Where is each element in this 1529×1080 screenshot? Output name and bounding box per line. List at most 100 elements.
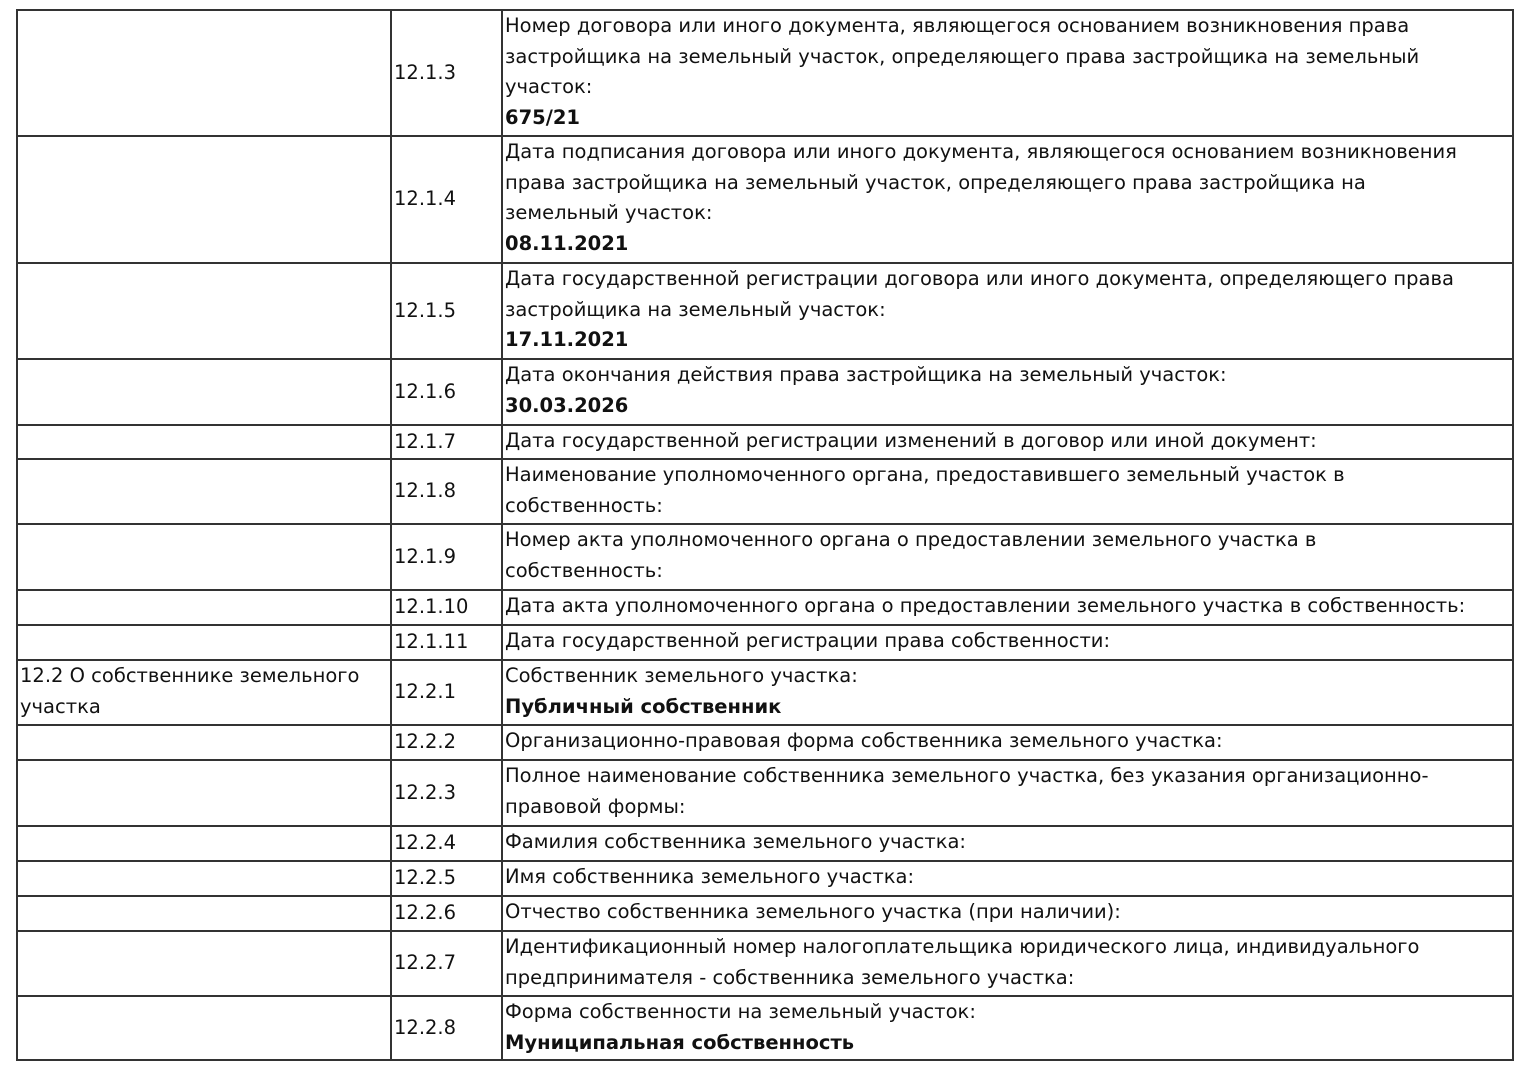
item-number: 12.1.5 — [390, 262, 503, 360]
item-description-cell: Дата государственной регистрации права с… — [501, 624, 1514, 661]
table-row: 12.2.2 Организационно-правовая форма собс… — [16, 724, 1514, 761]
table-row: 12.2.4 Фамилия собственника земельного уч… — [16, 825, 1514, 862]
item-description: Идентификационный номер налогоплательщик… — [505, 935, 1420, 958]
section-cell: 12.2 О собственнике земельного участка — [16, 659, 392, 726]
item-description: собственность: — [505, 493, 663, 517]
item-description: Номер акта уполномоченного органа о пред… — [505, 528, 1317, 551]
table-row: 12.2.3 Полное наименование собственника з… — [16, 759, 1514, 827]
item-description-cell: Дата государственной регистрации изменен… — [501, 424, 1514, 460]
table-row: 12.1.11 Дата государственной регистрации … — [16, 624, 1514, 661]
item-description: Полное наименование собственника земельн… — [505, 764, 1429, 787]
table-row: 12.2.8 Форма собственности на земельный у… — [16, 995, 1514, 1061]
item-description: Дата государственной регистрации права с… — [505, 629, 1111, 652]
item-number: 12.2.8 — [390, 995, 503, 1061]
section-title: 12.2 О собственнике земельного — [20, 664, 360, 687]
item-description: Наименование уполномоченного органа, пре… — [505, 463, 1345, 486]
table-row: 12.1.3 Номер договора или иного документа… — [16, 9, 1514, 137]
item-description-cell: Номер договора или иного документа, явля… — [501, 9, 1514, 137]
item-description-cell: Идентификационный номер налогоплательщик… — [501, 930, 1514, 997]
item-description: Организационно-правовая форма собственни… — [505, 729, 1223, 752]
item-description: Дата государственной регистрации договор… — [505, 267, 1454, 290]
item-value: 17.11.2021 — [505, 328, 629, 351]
section-cell — [16, 135, 392, 264]
item-description: права застройщика на земельный участок, … — [505, 170, 1366, 194]
item-description: собственность: — [505, 558, 663, 582]
section-title: участка — [20, 694, 101, 718]
item-description-cell: Имя собственника земельного участка: — [501, 860, 1514, 897]
item-description-cell: Дата акта уполномоченного органа о предо… — [501, 589, 1514, 626]
table-row: 12.1.10 Дата акта уполномоченного органа … — [16, 589, 1514, 626]
item-description-cell: Дата подписания договора или иного докум… — [501, 135, 1514, 264]
item-description: Фамилия собственника земельного участка: — [505, 830, 967, 853]
item-description: правовой формы: — [505, 794, 686, 818]
item-number: 12.1.9 — [390, 523, 503, 591]
section-cell — [16, 9, 392, 137]
item-description: Отчество собственника земельного участка… — [505, 900, 1121, 923]
item-number: 12.1.10 — [390, 589, 503, 626]
section-cell — [16, 995, 392, 1061]
item-description: застройщика на земельный участок, опреде… — [505, 44, 1420, 68]
item-value: 675/21 — [505, 105, 580, 129]
item-description: участок: — [505, 75, 593, 98]
item-description-cell: Дата окончания действия права застройщик… — [501, 358, 1514, 426]
item-value: Муниципальная собственность — [505, 1030, 855, 1054]
item-number: 12.1.11 — [390, 624, 503, 661]
section-cell — [16, 825, 392, 862]
item-description-cell: Дата государственной регистрации договор… — [501, 262, 1514, 360]
item-number: 12.2.4 — [390, 825, 503, 862]
section-cell — [16, 589, 392, 626]
section-cell — [16, 624, 392, 661]
table-row: 12.2 О собственнике земельного участка 12.… — [16, 659, 1514, 726]
table-row: 12.2.7 Идентификационный номер налогоплат… — [16, 930, 1514, 997]
section-cell — [16, 860, 392, 897]
item-description: Дата акта уполномоченного органа о предо… — [505, 594, 1466, 617]
item-description: Дата государственной регистрации изменен… — [505, 429, 1317, 452]
table-row: 12.1.8 Наименование уполномоченного орган… — [16, 458, 1514, 525]
section-cell — [16, 724, 392, 761]
section-cell — [16, 424, 392, 460]
section-cell — [16, 930, 392, 997]
item-description: Дата окончания действия права застройщик… — [505, 363, 1227, 386]
table-row: 12.1.5 Дата государственной регистрации д… — [16, 262, 1514, 360]
item-number: 12.1.8 — [390, 458, 503, 525]
item-description: предпринимателя - собственника земельног… — [505, 965, 1075, 989]
item-description: Дата подписания договора или иного докум… — [505, 140, 1457, 163]
item-number: 12.1.4 — [390, 135, 503, 264]
item-description-cell: Номер акта уполномоченного органа о пред… — [501, 523, 1514, 591]
item-description: земельный участок: — [505, 201, 713, 224]
table-row: 12.2.6 Отчество собственника земельного у… — [16, 895, 1514, 932]
item-value: Публичный собственник — [505, 694, 782, 718]
item-description-cell: Отчество собственника земельного участка… — [501, 895, 1514, 932]
item-description: Форма собственности на земельный участок… — [505, 1000, 976, 1023]
section-cell — [16, 262, 392, 360]
section-cell — [16, 759, 392, 827]
table-row: 12.2.5 Имя собственника земельного участк… — [16, 860, 1514, 897]
item-number: 12.2.1 — [390, 659, 503, 726]
item-number: 12.2.3 — [390, 759, 503, 827]
table-row: 12.1.7 Дата государственной регистрации и… — [16, 424, 1514, 460]
item-description-cell: Фамилия собственника земельного участка: — [501, 825, 1514, 862]
item-description: застройщика на земельный участок: — [505, 297, 886, 321]
section-cell — [16, 523, 392, 591]
section-cell — [16, 458, 392, 525]
item-number: 12.2.6 — [390, 895, 503, 932]
item-description: Собственник земельного участка: — [505, 664, 858, 687]
item-description: Имя собственника земельного участка: — [505, 865, 915, 888]
section-cell — [16, 358, 392, 426]
item-number: 12.1.6 — [390, 358, 503, 426]
table-row: 12.1.9 Номер акта уполномоченного органа … — [16, 523, 1514, 591]
item-description-cell: Форма собственности на земельный участок… — [501, 995, 1514, 1061]
item-description: Номер договора или иного документа, явля… — [505, 14, 1410, 37]
item-number: 12.2.5 — [390, 860, 503, 897]
item-description-cell: Наименование уполномоченного органа, пре… — [501, 458, 1514, 525]
section-cell — [16, 895, 392, 932]
item-value: 08.11.2021 — [505, 231, 629, 255]
table-row: 12.1.6 Дата окончания действия права заст… — [16, 358, 1514, 426]
item-number: 12.2.2 — [390, 724, 503, 761]
table-row: 12.1.4 Дата подписания договора или иного… — [16, 135, 1514, 264]
item-number: 12.1.7 — [390, 424, 503, 460]
item-description-cell: Собственник земельного участка: Публичный… — [501, 659, 1514, 726]
item-description-cell: Организационно-правовая форма собственни… — [501, 724, 1514, 761]
item-number: 12.2.7 — [390, 930, 503, 997]
item-description-cell: Полное наименование собственника земельн… — [501, 759, 1514, 827]
